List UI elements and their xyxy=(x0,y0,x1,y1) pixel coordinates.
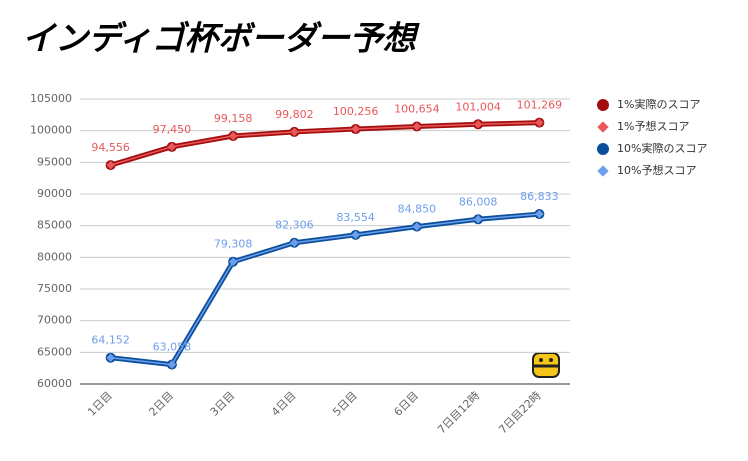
data-point xyxy=(106,353,115,362)
data-point xyxy=(351,230,360,240)
y-tick-label: 65000 xyxy=(37,345,72,358)
data-point xyxy=(290,127,299,137)
bee-icon xyxy=(532,352,560,378)
data-label: 86,833 xyxy=(520,190,559,203)
x-tick-label: 2日目 xyxy=(146,389,176,419)
data-label: 86,008 xyxy=(459,195,498,208)
data-label: 63,058 xyxy=(153,341,192,354)
y-tick-label: 70000 xyxy=(37,314,72,327)
data-label: 84,850 xyxy=(398,203,437,216)
data-label: 99,158 xyxy=(214,112,253,125)
data-label: 101,004 xyxy=(455,100,501,113)
data-label: 64,152 xyxy=(91,334,130,347)
legend-marker xyxy=(597,121,609,133)
data-label: 101,269 xyxy=(517,99,563,112)
data-point xyxy=(106,160,115,170)
x-tick-label: 3日目 xyxy=(208,389,238,419)
data-label: 100,256 xyxy=(333,105,379,118)
data-label: 97,450 xyxy=(153,123,192,136)
data-label: 83,554 xyxy=(336,211,375,224)
data-point xyxy=(412,122,422,131)
data-point xyxy=(473,120,483,129)
data-point xyxy=(228,131,238,141)
data-label: 79,308 xyxy=(214,238,253,251)
chart-title: インディゴ杯ボーダー予想 xyxy=(22,19,420,58)
x-tick-label: 7日目12時 xyxy=(435,389,482,436)
y-tick-label: 100000 xyxy=(30,124,72,137)
legend-label: 1%実際のスコア xyxy=(617,97,700,111)
data-point xyxy=(167,142,177,152)
data-point xyxy=(351,124,360,134)
y-tick-label: 95000 xyxy=(37,155,72,168)
series-line xyxy=(110,121,540,166)
legend-label: 1%予想スコア xyxy=(617,119,689,133)
legend-marker xyxy=(597,99,609,111)
x-tick-label: 6日目 xyxy=(391,389,421,419)
legend-label: 10%実際のスコア xyxy=(617,141,707,155)
y-tick-label: 60000 xyxy=(37,377,72,390)
data-label: 99,802 xyxy=(275,108,314,121)
data-point xyxy=(473,215,483,224)
data-point xyxy=(290,238,299,247)
data-point xyxy=(167,360,177,369)
y-tick-label: 80000 xyxy=(37,250,72,263)
legend-marker xyxy=(597,165,609,177)
data-label: 94,556 xyxy=(91,141,130,154)
x-tick-label: 7日目22時 xyxy=(496,389,543,436)
legend-marker xyxy=(597,143,609,155)
data-label: 100,654 xyxy=(394,103,440,116)
x-tick-label: 4日目 xyxy=(269,389,299,419)
y-tick-label: 90000 xyxy=(37,187,72,200)
x-tick-label: 5日目 xyxy=(330,389,360,419)
y-tick-label: 105000 xyxy=(30,92,72,105)
data-point xyxy=(412,222,422,231)
legend-label: 10%予想スコア xyxy=(617,163,696,177)
x-tick-label: 1日目 xyxy=(85,389,115,419)
series-line xyxy=(110,213,540,366)
data-point xyxy=(228,257,238,266)
data-label: 82,306 xyxy=(275,219,314,232)
y-tick-label: 75000 xyxy=(37,282,72,295)
y-tick-label: 85000 xyxy=(37,219,72,232)
